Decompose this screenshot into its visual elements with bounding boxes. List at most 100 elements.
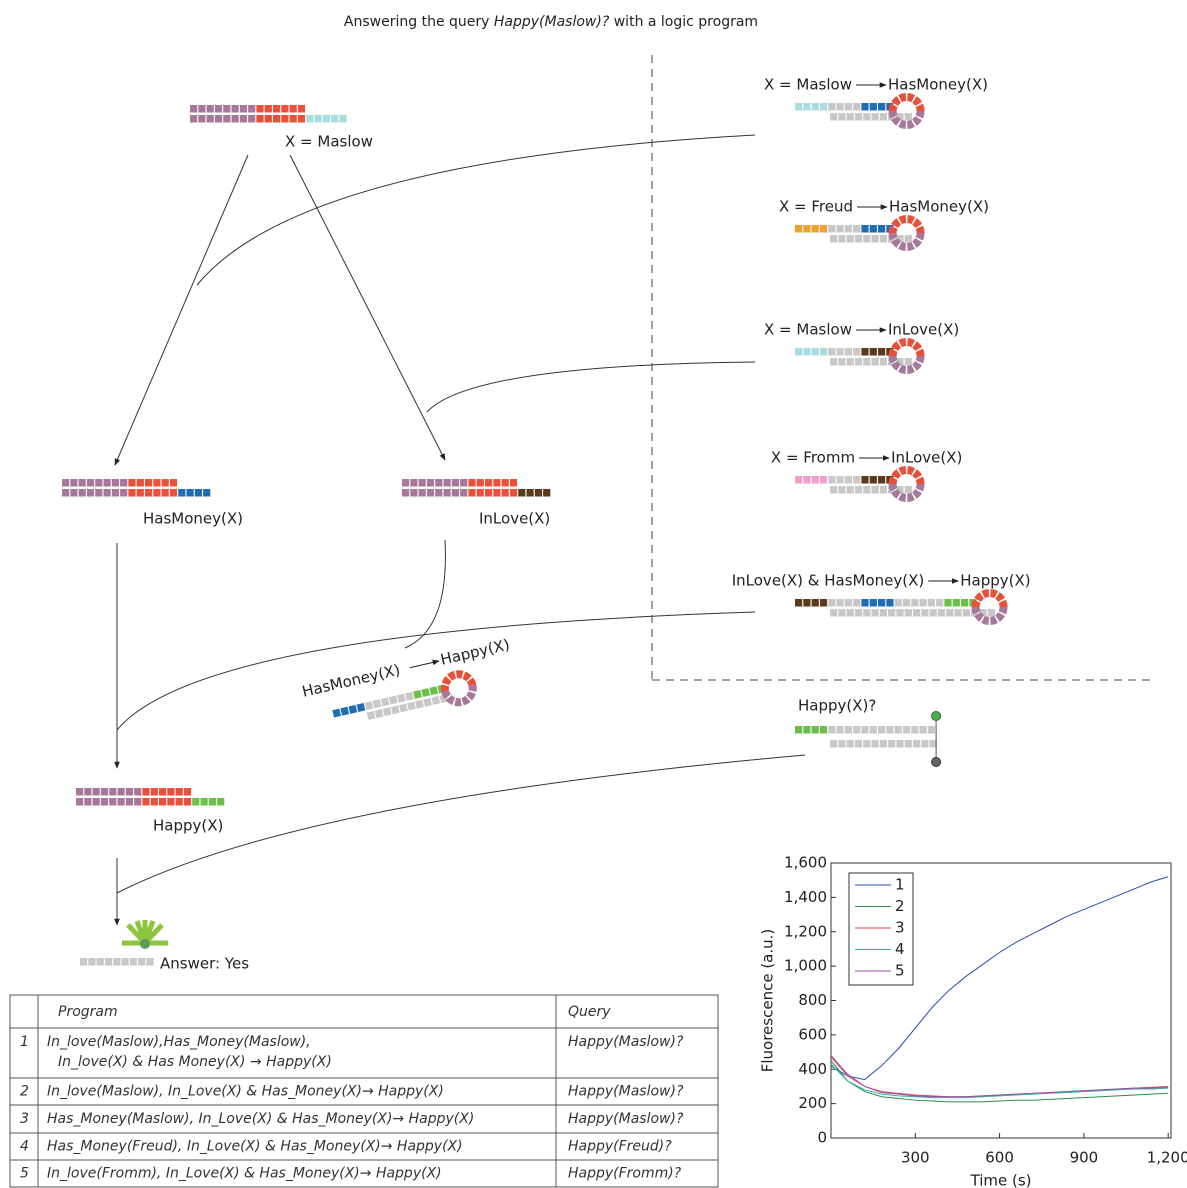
strand-unit <box>88 958 95 966</box>
strand-unit <box>419 479 426 487</box>
rule-left: InLove(X) & HasMoney(X) <box>732 572 925 590</box>
strand-unit <box>126 798 133 806</box>
strand-unit <box>872 358 879 366</box>
strand-unit <box>468 489 475 497</box>
strand-unit <box>878 726 885 734</box>
strand-unit <box>535 489 542 497</box>
hairpin-top <box>893 219 921 233</box>
strand-unit <box>888 609 895 617</box>
strand-unit <box>855 235 862 243</box>
strand-unit <box>855 740 862 748</box>
strand-unit <box>431 696 440 705</box>
row-number: 5 <box>20 1166 29 1182</box>
strand-unit <box>485 479 492 487</box>
strand-unit <box>76 788 83 796</box>
y-tick-label: 400 <box>798 1060 827 1078</box>
strand-unit <box>895 726 902 734</box>
strand-unit <box>930 609 937 617</box>
strand-unit <box>838 358 845 366</box>
y-tick-label: 200 <box>798 1094 827 1112</box>
x-tick-label: 600 <box>985 1149 1014 1167</box>
strand-unit <box>281 105 288 113</box>
strand-unit <box>413 690 422 699</box>
strand-unit <box>104 489 111 497</box>
strand-unit <box>837 348 844 356</box>
strand-unit <box>847 609 854 617</box>
strand-unit <box>878 476 885 484</box>
strand-unit <box>167 788 174 796</box>
hairpin-top <box>893 97 921 111</box>
strand-unit <box>853 599 860 607</box>
program-line: In_love(X) & Has Money(X) → Happy(X) <box>58 1054 332 1070</box>
strand-unit <box>828 225 835 233</box>
strand-unit <box>946 609 953 617</box>
strand-unit <box>391 705 400 714</box>
strand-unit <box>176 788 183 796</box>
legend-label: 1 <box>895 876 905 894</box>
strand-unit <box>845 348 852 356</box>
strand-unit <box>803 599 810 607</box>
strand-unit <box>427 489 434 497</box>
strand-unit <box>113 958 120 966</box>
strand-unit <box>405 692 414 701</box>
strand-unit <box>870 726 877 734</box>
strand-unit <box>888 740 895 748</box>
strand-unit <box>812 599 819 607</box>
strand-unit <box>203 489 210 497</box>
strand-unit <box>510 479 517 487</box>
strand-unit <box>195 489 202 497</box>
strand-unit <box>905 740 912 748</box>
hairpin-top <box>893 470 921 484</box>
strand-unit <box>872 486 879 494</box>
strand-unit <box>410 489 417 497</box>
strand-unit <box>101 798 108 806</box>
strand-unit <box>176 798 183 806</box>
strand-unit <box>847 486 854 494</box>
strand-unit <box>340 707 349 716</box>
strand-unit <box>828 476 835 484</box>
strand-unit <box>151 788 158 796</box>
strand-unit <box>281 115 288 123</box>
strand-unit <box>847 358 854 366</box>
strand-unit <box>184 798 191 806</box>
strand-unit <box>112 489 119 497</box>
strand-unit <box>928 599 935 607</box>
strand-unit <box>830 113 837 121</box>
strand-unit <box>878 599 885 607</box>
connector <box>405 540 445 648</box>
data-line <box>831 1056 1168 1097</box>
strand-unit <box>415 700 424 709</box>
strand-unit <box>895 599 902 607</box>
strand-unit <box>903 726 910 734</box>
strand-unit <box>209 798 216 806</box>
strand-unit <box>365 701 374 710</box>
strand-unit <box>853 348 860 356</box>
strand-unit <box>128 479 135 487</box>
program-line: In_love(Maslow),Has_Money(Maslow), <box>47 1034 311 1050</box>
strand-unit <box>198 105 205 113</box>
strand-unit <box>905 358 912 366</box>
table-header: Query <box>568 1004 611 1020</box>
strand-unit <box>837 726 844 734</box>
strand-unit <box>460 479 467 487</box>
strand-unit <box>87 479 94 487</box>
strand-unit <box>861 726 868 734</box>
strand-unit <box>232 115 239 123</box>
strand-unit <box>367 711 376 720</box>
fluorophore <box>932 712 941 721</box>
strand-unit <box>421 688 430 697</box>
strand-unit <box>872 113 879 121</box>
hairpin-top <box>442 671 472 691</box>
strand-unit <box>223 115 230 123</box>
strand-unit <box>410 479 417 487</box>
strand-unit <box>861 599 868 607</box>
strand-unit <box>845 476 852 484</box>
strand-unit <box>137 479 144 487</box>
strand-unit <box>803 476 810 484</box>
strand-unit <box>215 105 222 113</box>
strand-unit <box>306 115 313 123</box>
strand-unit <box>93 798 100 806</box>
strand-unit <box>795 726 802 734</box>
strand-unit <box>905 235 912 243</box>
strand-unit <box>419 489 426 497</box>
